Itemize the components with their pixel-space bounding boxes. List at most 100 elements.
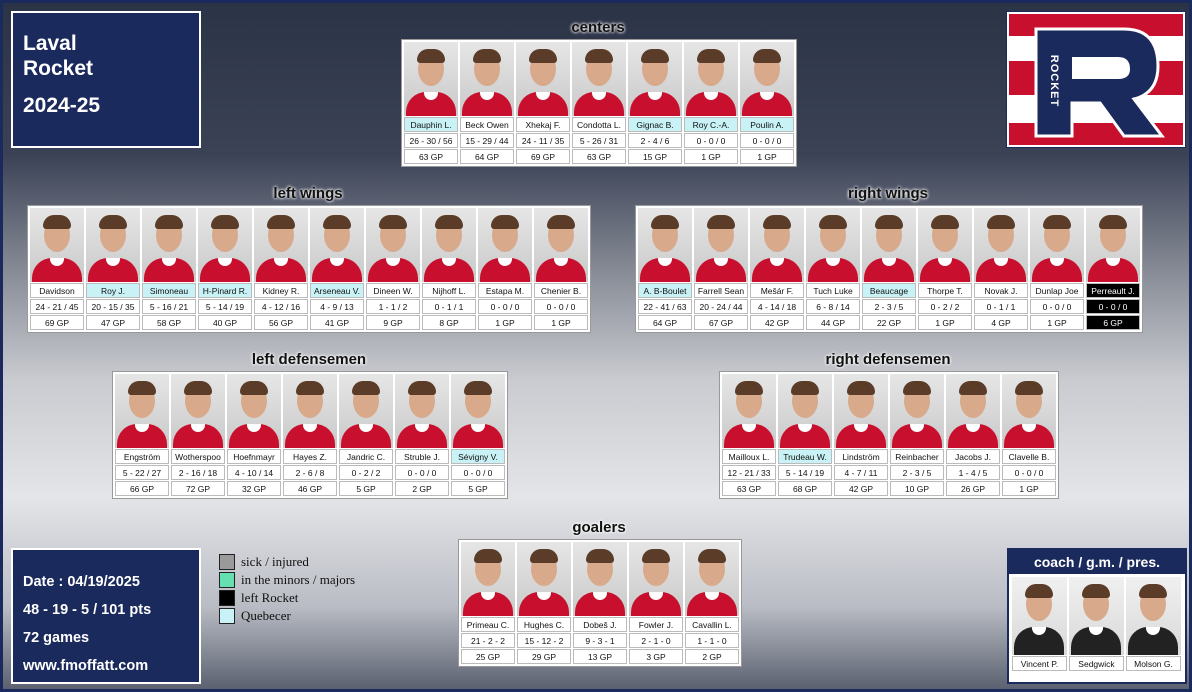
photo-hair <box>184 381 212 395</box>
photo-collar <box>593 592 607 600</box>
group-title: right defensemen <box>825 351 951 368</box>
photo-collar <box>247 424 261 432</box>
player-stats: 9 - 3 - 1 <box>573 633 627 648</box>
photo-hair <box>903 381 931 395</box>
player-photo <box>478 208 532 282</box>
player-card: Condotta L. 5 - 26 / 31 63 GP <box>572 42 626 164</box>
player-photo <box>516 42 570 116</box>
player-name: Wotherspoo <box>171 449 225 464</box>
staff-card: Vincent P. <box>1012 577 1067 671</box>
team-name: Laval Rocket <box>23 32 94 80</box>
photo-hair <box>128 381 156 395</box>
legend-swatch <box>219 554 235 570</box>
player-photo <box>946 374 1000 448</box>
player-stats: 5 - 22 / 27 <box>115 465 169 480</box>
player-stats: 0 - 0 / 0 <box>740 133 794 148</box>
player-name: Perreault J. <box>1086 283 1140 298</box>
player-photo <box>629 542 683 616</box>
photo-collar <box>1106 258 1120 266</box>
player-card: Xhekaj F. 24 - 11 / 35 69 GP <box>516 42 570 164</box>
player-gp: 1 GP <box>918 315 972 330</box>
team-logo: ROCKET <box>1006 11 1186 148</box>
player-photo <box>573 542 627 616</box>
player-card: Simoneau 5 - 16 / 21 58 GP <box>142 208 196 330</box>
photo-collar <box>1032 627 1046 635</box>
player-card: Lindström 4 - 7 / 11 42 GP <box>834 374 888 496</box>
legend-swatch <box>219 608 235 624</box>
player-gp: 67 GP <box>694 315 748 330</box>
player-card: Mešár F. 4 - 14 / 18 42 GP <box>750 208 804 330</box>
photo-hair <box>473 49 501 63</box>
player-gp: 64 GP <box>460 149 514 164</box>
player-gp: 63 GP <box>404 149 458 164</box>
group-panel: Mailloux L. 12 - 21 / 33 63 GP Trudeau W. 5 … <box>719 371 1059 499</box>
photo-collar <box>649 592 663 600</box>
logo-r-hole <box>1072 57 1130 79</box>
player-name: Dauphin L. <box>404 117 458 132</box>
group-title: left wings <box>273 185 343 202</box>
photo-hair <box>753 49 781 63</box>
info-box: Date : 04/19/2025 48 - 19 - 5 / 101 pts … <box>11 548 201 684</box>
player-photo <box>422 208 476 282</box>
player-gp: 1 GP <box>740 149 794 164</box>
player-gp: 6 GP <box>1086 315 1140 330</box>
team-header: Laval Rocket 2024-25 <box>11 11 201 148</box>
player-name: Condotta L. <box>572 117 626 132</box>
player-card: Jacobs J. 1 - 4 / 5 26 GP <box>946 374 1000 496</box>
photo-collar <box>1089 627 1103 635</box>
player-stats: 4 - 14 / 18 <box>750 299 804 314</box>
staff-row: Vincent P. Sedgwick Molson G. <box>1009 574 1185 674</box>
player-name: Poulin A. <box>740 117 794 132</box>
player-stats: 1 - 1 / 2 <box>366 299 420 314</box>
player-stats: 4 - 7 / 11 <box>834 465 888 480</box>
photo-hair <box>651 215 679 229</box>
player-card: H-Pinard R. 5 - 14 / 19 40 GP <box>198 208 252 330</box>
photo-collar <box>498 258 512 266</box>
player-stats: 21 - 2 - 2 <box>461 633 515 648</box>
player-gp: 46 GP <box>283 481 337 496</box>
player-photo <box>1012 577 1067 655</box>
photo-hair <box>847 381 875 395</box>
player-name: Gignac B. <box>628 117 682 132</box>
player-stats: 2 - 3 / 5 <box>890 465 944 480</box>
photo-hair <box>491 215 519 229</box>
photo-hair <box>464 381 492 395</box>
player-stats: 2 - 1 - 0 <box>629 633 683 648</box>
player-card: Dauphin L. 26 - 30 / 56 63 GP <box>404 42 458 164</box>
photo-collar <box>966 424 980 432</box>
player-name: Hughes C. <box>517 617 571 632</box>
player-stats: 22 - 41 / 63 <box>638 299 692 314</box>
player-stats: 5 - 26 / 31 <box>572 133 626 148</box>
group-panel: Engström 5 - 22 / 27 66 GP Wotherspoo 2 - 16… <box>112 371 508 499</box>
photo-hair <box>1082 584 1110 598</box>
player-photo <box>461 542 515 616</box>
player-stats: 24 - 21 / 45 <box>30 299 84 314</box>
player-gp: 1 GP <box>684 149 738 164</box>
player-photo <box>142 208 196 282</box>
player-stats: 2 - 4 / 6 <box>628 133 682 148</box>
player-name: Xhekaj F. <box>516 117 570 132</box>
photo-collar <box>705 592 719 600</box>
player-photo <box>339 374 393 448</box>
player-card: Wotherspoo 2 - 16 / 18 72 GP <box>171 374 225 496</box>
staff-name: Vincent P. <box>1012 656 1067 671</box>
player-stats: 6 - 8 / 14 <box>806 299 860 314</box>
player-stats: 2 - 6 / 8 <box>283 465 337 480</box>
player-photo <box>86 208 140 282</box>
website: www.fmoffatt.com <box>23 658 149 674</box>
photo-hair <box>547 215 575 229</box>
player-stats: 0 - 0 / 0 <box>1030 299 1084 314</box>
player-name: Mešár F. <box>750 283 804 298</box>
photo-hair <box>707 215 735 229</box>
player-gp: 1 GP <box>478 315 532 330</box>
photo-hair <box>642 549 670 563</box>
photo-hair <box>155 215 183 229</box>
player-name: Dineen W. <box>366 283 420 298</box>
player-photo <box>1030 208 1084 282</box>
player-photo <box>890 374 944 448</box>
player-stats: 4 - 12 / 16 <box>254 299 308 314</box>
